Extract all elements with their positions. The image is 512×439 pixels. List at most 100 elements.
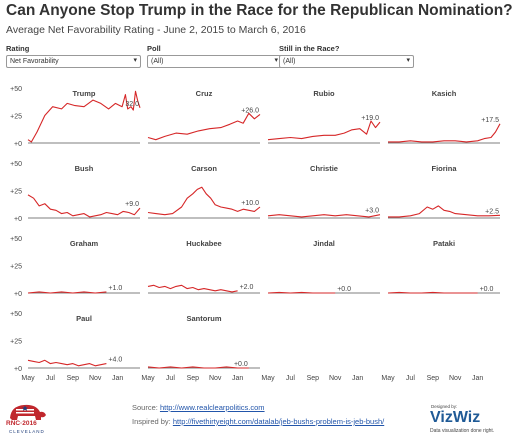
panel-title: Pataki: [433, 239, 455, 248]
y-tick-label: +25: [10, 264, 22, 271]
end-value-label: +4.0: [108, 357, 122, 364]
filter-poll: Poll (All) ▾: [147, 44, 282, 68]
x-tick-label: May: [381, 375, 395, 382]
filter-rating-label: Rating: [6, 44, 30, 53]
rnc-logo-text: RNC·2016: [6, 420, 37, 427]
filter-rating: Rating Net Favorability ▾: [6, 44, 141, 68]
y-tick-label: +0: [14, 216, 22, 223]
page-subtitle: Average Net Favorability Rating - June 2…: [6, 24, 306, 36]
dropdown-arrow-icon: ▾: [133, 57, 137, 64]
rnc-elephant-logo: [10, 404, 46, 420]
x-tick-label: May: [21, 375, 35, 382]
panel-title: Santorum: [186, 314, 221, 323]
small-multiples-chart: +50 +25 +0 +50 +25 +0 +50 +25 +0 +50 +25 +0 Trump 32.…: [10, 86, 501, 382]
vizwiz-tagline: Data visualization done right.: [430, 428, 495, 434]
y-tick-label: +50: [10, 161, 22, 168]
filter-still-in-race: Still in the Race? (All) ▾: [279, 44, 414, 68]
series-line: [27, 90, 141, 143]
x-tick-label: Jul: [166, 375, 175, 382]
dropdown-arrow-icon: ▾: [406, 57, 410, 64]
end-value-label: +0.0: [480, 286, 494, 293]
designed-by-label: Designed by:: [431, 404, 458, 409]
end-value-label: 32.0: [125, 101, 139, 108]
x-tick-label: Nov: [209, 375, 222, 382]
series-line: [267, 214, 381, 218]
end-value-label: +3.0: [365, 208, 379, 215]
filter-poll-label: Poll: [147, 44, 161, 53]
end-value-label: +17.5: [481, 117, 499, 124]
x-tick-label: Nov: [89, 375, 102, 382]
panel-title: Bush: [75, 164, 94, 173]
source-link[interactable]: http://www.realclearpolitics.com: [159, 403, 265, 412]
x-tick-label: Nov: [329, 375, 342, 382]
end-value-label: +0.0: [234, 361, 248, 368]
panel-title: Fiorina: [431, 164, 457, 173]
still-in-race-dropdown[interactable]: (All) ▾: [279, 55, 414, 68]
x-tick-label: Nov: [449, 375, 462, 382]
y-tick-label: +0: [14, 291, 22, 298]
series-line: [388, 123, 501, 143]
series-line: [147, 366, 249, 369]
series-line: [388, 205, 501, 218]
panel-title: Carson: [191, 164, 217, 173]
panel-title: Cruz: [196, 89, 213, 98]
source-label: Source:: [132, 403, 160, 412]
series-line: [387, 291, 478, 294]
y-tick-label: +0: [14, 366, 22, 373]
x-tick-label: Jan: [352, 375, 363, 382]
filter-still-in-race-label: Still in the Race?: [279, 44, 340, 53]
y-tick-label: +50: [10, 236, 22, 243]
y-tick-label: +50: [10, 311, 22, 318]
x-tick-label: Jul: [406, 375, 415, 382]
x-tick-label: Sep: [67, 375, 80, 382]
poll-dropdown-value: (All): [151, 58, 164, 65]
page-title: Can Anyone Stop Trump in the Race for th…: [6, 2, 512, 19]
dropdown-arrow-icon: ▾: [274, 57, 278, 64]
end-value-label: +2.5: [485, 208, 499, 215]
series-line: [27, 194, 141, 218]
x-tick-label: Jul: [46, 375, 55, 382]
inspired-line: Inspired by: http://fivethirtyeight.com/…: [132, 417, 384, 426]
x-tick-label: May: [261, 375, 275, 382]
y-tick-label: +50: [10, 86, 22, 93]
end-value-label: +26.0: [241, 107, 259, 114]
series-line: [27, 291, 107, 294]
panel-title: Kasich: [432, 89, 457, 98]
x-tick-label: Jul: [286, 375, 295, 382]
y-tick-label: +25: [10, 189, 22, 196]
panel-title: Graham: [70, 239, 99, 248]
x-tick-label: Jan: [232, 375, 243, 382]
end-value-label: +1.0: [108, 285, 122, 292]
inspired-link[interactable]: http://fivethirtyeight.com/datalab/jeb-b…: [172, 417, 385, 426]
end-value-label: +19.0: [361, 115, 379, 122]
panel-title: Christie: [310, 164, 338, 173]
x-tick-label: Sep: [187, 375, 200, 382]
series-line: [147, 284, 238, 293]
end-value-label: +9.0: [125, 201, 139, 208]
series-line: [147, 186, 261, 216]
end-value-label: +10.0: [241, 200, 259, 207]
source-line: Source: http://www.realclearpolitics.com: [132, 403, 265, 412]
vizwiz-logo[interactable]: VizWiz: [430, 409, 481, 426]
poll-dropdown[interactable]: (All) ▾: [147, 55, 282, 68]
series-line: [27, 359, 107, 367]
x-tick-label: Jan: [112, 375, 123, 382]
panel-title: Huckabee: [186, 239, 221, 248]
rnc-logo-city: CLEVELAND: [9, 429, 45, 434]
end-value-label: +2.0: [240, 284, 254, 291]
panel-title: Rubio: [313, 89, 335, 98]
end-value-label: +0.0: [337, 286, 351, 293]
x-tick-label: Sep: [427, 375, 440, 382]
series-line: [147, 112, 261, 141]
rating-dropdown[interactable]: Net Favorability ▾: [6, 55, 141, 68]
x-tick-label: May: [141, 375, 155, 382]
still-in-race-dropdown-value: (All): [283, 58, 296, 65]
y-tick-label: +0: [14, 141, 22, 148]
panel-title: Jindal: [313, 239, 335, 248]
inspired-label: Inspired by:: [132, 417, 173, 426]
series-line: [267, 120, 381, 141]
rating-dropdown-value: Net Favorability: [10, 58, 59, 65]
x-tick-label: Sep: [307, 375, 320, 382]
y-tick-label: +25: [10, 114, 22, 121]
y-tick-label: +25: [10, 339, 22, 346]
